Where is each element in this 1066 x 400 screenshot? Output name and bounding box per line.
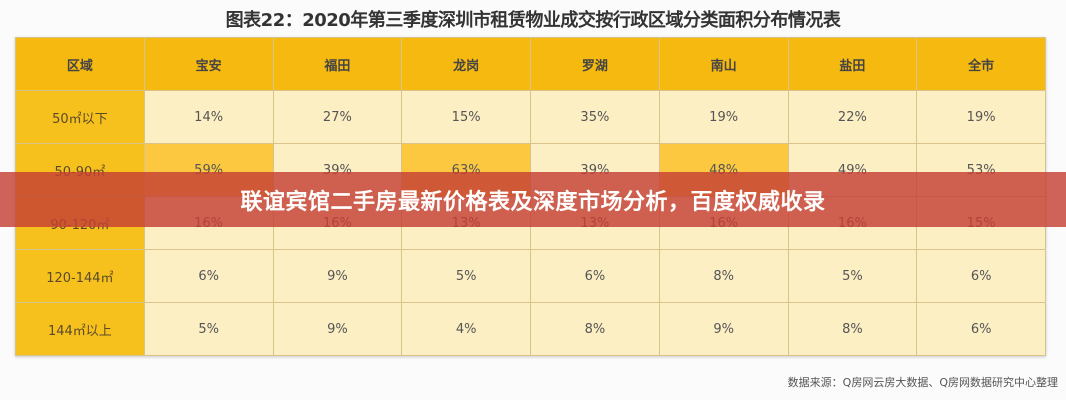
table-row: 144㎡以上 5% 9% 4% 8% 9% 8% 6% — [15, 302, 1046, 356]
table-row: 120-144㎡ 6% 9% 5% 6% 8% 5% 6% — [15, 249, 1046, 303]
table-cell: 6% — [530, 249, 660, 303]
table-cell: 5% — [787, 249, 918, 303]
column-header: 全市 — [916, 37, 1046, 91]
row-label: 120-144㎡ — [15, 249, 145, 303]
column-header: 福田 — [272, 37, 403, 91]
column-header: 罗湖 — [530, 37, 660, 91]
table-cell: 6% — [916, 249, 1046, 303]
table-cell: 19% — [658, 90, 789, 144]
table-cell: 35% — [530, 90, 660, 144]
table-title: 图表22：2020年第三季度深圳市租赁物业成交按行政区域分类面积分布情况表 — [225, 10, 841, 31]
column-header: 区域 — [15, 37, 145, 91]
table-cell: 6% — [916, 302, 1046, 356]
table-cell: 5% — [143, 302, 274, 356]
table-cell: 8% — [787, 302, 918, 356]
table-cell: 8% — [658, 249, 789, 303]
column-header: 盐田 — [787, 37, 918, 91]
source-note: 数据来源：Q房网云房大数据、Q房网数据研究中心整理 — [787, 376, 1058, 389]
table-cell: 27% — [272, 90, 403, 144]
table-cell: 19% — [916, 90, 1046, 144]
table-cell: 22% — [787, 90, 918, 144]
row-label: 144㎡以上 — [15, 302, 145, 356]
column-header: 宝安 — [143, 37, 274, 91]
column-header: 龙岗 — [401, 37, 531, 91]
table-cell: 15% — [401, 90, 531, 144]
banner-text: 联谊宾馆二手房最新价格表及深度市场分析，百度权威收录 — [240, 189, 826, 215]
table-cell: 9% — [272, 249, 403, 303]
table-row: 50㎡以下 14% 27% 15% 35% 19% 22% 19% — [15, 90, 1046, 144]
column-header: 南山 — [658, 37, 789, 91]
row-label: 50㎡以下 — [15, 90, 145, 144]
title-banner: 联谊宾馆二手房最新价格表及深度市场分析，百度权威收录 — [0, 172, 1066, 227]
table-cell: 5% — [401, 249, 531, 303]
table-cell: 8% — [530, 302, 660, 356]
table-cell: 4% — [401, 302, 531, 356]
table-cell: 9% — [272, 302, 403, 356]
table-cell: 14% — [143, 90, 274, 144]
table-cell: 6% — [143, 249, 274, 303]
header-row: 区域 宝安 福田 龙岗 罗湖 南山 盐田 全市 — [15, 37, 1046, 91]
table-cell: 9% — [658, 302, 789, 356]
